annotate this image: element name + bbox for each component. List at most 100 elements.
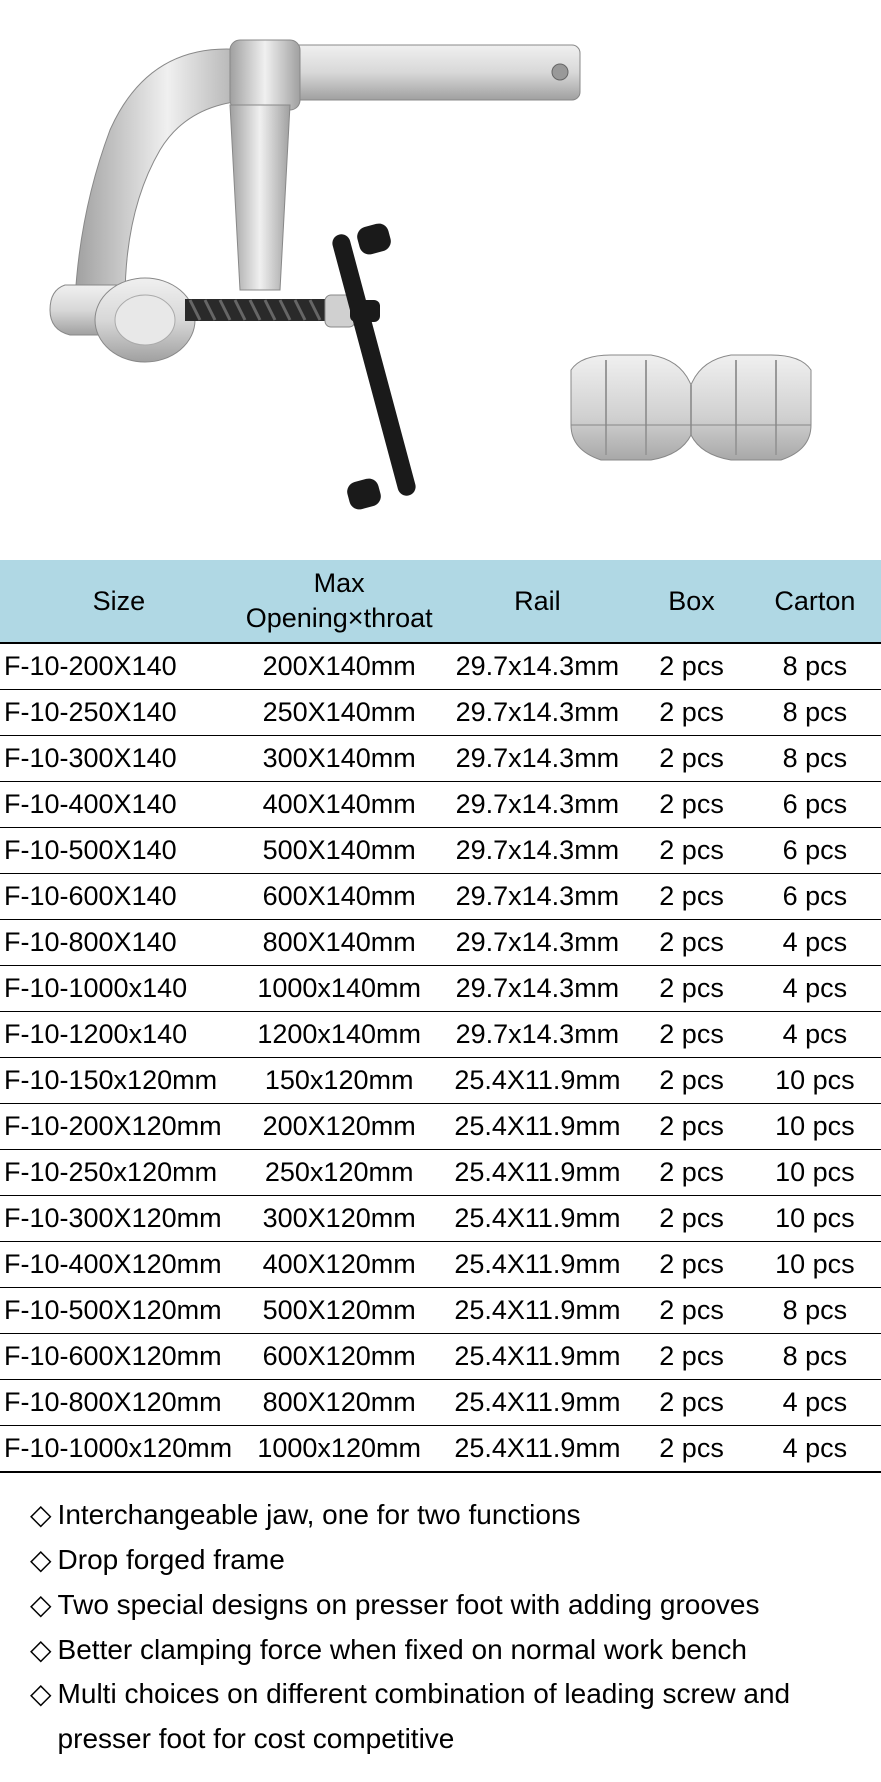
cell-box: 2 pcs bbox=[634, 1288, 749, 1334]
cell-rail: 29.7x14.3mm bbox=[440, 966, 634, 1012]
cell-carton: 6 pcs bbox=[749, 874, 881, 920]
table-row: F-10-1000x120mm1000x120mm25.4X11.9mm2 pc… bbox=[0, 1426, 881, 1473]
cell-carton: 8 pcs bbox=[749, 1334, 881, 1380]
cell-box: 2 pcs bbox=[634, 736, 749, 782]
table-row: F-10-600X120mm600X120mm25.4X11.9mm2 pcs8… bbox=[0, 1334, 881, 1380]
cell-max: 500X120mm bbox=[238, 1288, 441, 1334]
cell-rail: 25.4X11.9mm bbox=[440, 1288, 634, 1334]
feature-text: Two special designs on presser foot with… bbox=[58, 1583, 760, 1628]
cell-carton: 4 pcs bbox=[749, 1012, 881, 1058]
bullet-icon: ◇ bbox=[30, 1493, 52, 1538]
cell-size: F-10-200X120mm bbox=[0, 1104, 238, 1150]
cell-carton: 8 pcs bbox=[749, 736, 881, 782]
table-row: F-10-300X140300X140mm29.7x14.3mm2 pcs8 p… bbox=[0, 736, 881, 782]
table-row: F-10-200X140200X140mm29.7x14.3mm2 pcs8 p… bbox=[0, 643, 881, 690]
feature-text: Better clamping force when fixed on norm… bbox=[58, 1628, 747, 1673]
table-row: F-10-600X140600X140mm29.7x14.3mm2 pcs6 p… bbox=[0, 874, 881, 920]
cell-carton: 6 pcs bbox=[749, 828, 881, 874]
spec-table: Size Max Opening×throat Rail Box Carton … bbox=[0, 560, 881, 1473]
table-row: F-10-500X120mm500X120mm25.4X11.9mm2 pcs8… bbox=[0, 1288, 881, 1334]
cell-carton: 6 pcs bbox=[749, 782, 881, 828]
cell-carton: 10 pcs bbox=[749, 1242, 881, 1288]
cell-max: 300X120mm bbox=[238, 1196, 441, 1242]
cell-rail: 29.7x14.3mm bbox=[440, 1012, 634, 1058]
cell-size: F-10-1000x140 bbox=[0, 966, 238, 1012]
header-size: Size bbox=[0, 560, 238, 643]
table-row: F-10-400X140400X140mm29.7x14.3mm2 pcs6 p… bbox=[0, 782, 881, 828]
table-row: F-10-150x120mm150x120mm25.4X11.9mm2 pcs1… bbox=[0, 1058, 881, 1104]
cell-box: 2 pcs bbox=[634, 1242, 749, 1288]
cell-max: 1000x120mm bbox=[238, 1426, 441, 1473]
cell-rail: 29.7x14.3mm bbox=[440, 643, 634, 690]
feature-text: Multi choices on different combination o… bbox=[58, 1672, 861, 1762]
cell-size: F-10-300X120mm bbox=[0, 1196, 238, 1242]
cell-carton: 8 pcs bbox=[749, 1288, 881, 1334]
cell-box: 2 pcs bbox=[634, 782, 749, 828]
cell-max: 400X120mm bbox=[238, 1242, 441, 1288]
cell-box: 2 pcs bbox=[634, 690, 749, 736]
cell-size: F-10-300X140 bbox=[0, 736, 238, 782]
cell-rail: 25.4X11.9mm bbox=[440, 1334, 634, 1380]
cell-box: 2 pcs bbox=[634, 1380, 749, 1426]
feature-item: ◇Multi choices on different combination … bbox=[30, 1672, 861, 1762]
cell-max: 600X140mm bbox=[238, 874, 441, 920]
cell-carton: 10 pcs bbox=[749, 1104, 881, 1150]
header-box: Box bbox=[634, 560, 749, 643]
feature-item: ◇Better clamping force when fixed on nor… bbox=[30, 1628, 861, 1673]
cell-max: 150x120mm bbox=[238, 1058, 441, 1104]
cell-size: F-10-400X120mm bbox=[0, 1242, 238, 1288]
cell-rail: 29.7x14.3mm bbox=[440, 690, 634, 736]
cell-size: F-10-200X140 bbox=[0, 643, 238, 690]
cell-size: F-10-400X140 bbox=[0, 782, 238, 828]
cell-rail: 29.7x14.3mm bbox=[440, 920, 634, 966]
presser-foot-illustration bbox=[551, 330, 831, 500]
cell-size: F-10-600X120mm bbox=[0, 1334, 238, 1380]
feature-text: Interchangeable jaw, one for two functio… bbox=[58, 1493, 581, 1538]
cell-carton: 10 pcs bbox=[749, 1058, 881, 1104]
cell-max: 800X140mm bbox=[238, 920, 441, 966]
cell-rail: 25.4X11.9mm bbox=[440, 1380, 634, 1426]
cell-rail: 25.4X11.9mm bbox=[440, 1104, 634, 1150]
cell-rail: 29.7x14.3mm bbox=[440, 874, 634, 920]
cell-max: 200X140mm bbox=[238, 643, 441, 690]
cell-box: 2 pcs bbox=[634, 1426, 749, 1473]
cell-size: F-10-1200x140 bbox=[0, 1012, 238, 1058]
cell-rail: 29.7x14.3mm bbox=[440, 736, 634, 782]
cell-carton: 4 pcs bbox=[749, 920, 881, 966]
cell-max: 1200x140mm bbox=[238, 1012, 441, 1058]
cell-box: 2 pcs bbox=[634, 1150, 749, 1196]
table-row: F-10-250x120mm250x120mm25.4X11.9mm2 pcs1… bbox=[0, 1150, 881, 1196]
cell-box: 2 pcs bbox=[634, 1334, 749, 1380]
cell-box: 2 pcs bbox=[634, 920, 749, 966]
cell-box: 2 pcs bbox=[634, 828, 749, 874]
table-row: F-10-200X120mm200X120mm25.4X11.9mm2 pcs1… bbox=[0, 1104, 881, 1150]
cell-size: F-10-500X120mm bbox=[0, 1288, 238, 1334]
cell-box: 2 pcs bbox=[634, 1104, 749, 1150]
cell-rail: 25.4X11.9mm bbox=[440, 1058, 634, 1104]
cell-rail: 25.4X11.9mm bbox=[440, 1242, 634, 1288]
table-row: F-10-300X120mm300X120mm25.4X11.9mm2 pcs1… bbox=[0, 1196, 881, 1242]
feature-item: ◇Interchangeable jaw, one for two functi… bbox=[30, 1493, 861, 1538]
cell-max: 200X120mm bbox=[238, 1104, 441, 1150]
cell-carton: 10 pcs bbox=[749, 1196, 881, 1242]
cell-max: 400X140mm bbox=[238, 782, 441, 828]
cell-box: 2 pcs bbox=[634, 966, 749, 1012]
cell-carton: 8 pcs bbox=[749, 690, 881, 736]
cell-size: F-10-1000x120mm bbox=[0, 1426, 238, 1473]
product-image-area bbox=[0, 0, 881, 560]
table-row: F-10-400X120mm400X120mm25.4X11.9mm2 pcs1… bbox=[0, 1242, 881, 1288]
table-row: F-10-1000x1401000x140mm29.7x14.3mm2 pcs4… bbox=[0, 966, 881, 1012]
cell-size: F-10-250X140 bbox=[0, 690, 238, 736]
table-row: F-10-800X140800X140mm29.7x14.3mm2 pcs4 p… bbox=[0, 920, 881, 966]
feature-item: ◇Drop forged frame bbox=[30, 1538, 861, 1583]
bullet-icon: ◇ bbox=[30, 1538, 52, 1583]
cell-carton: 4 pcs bbox=[749, 1380, 881, 1426]
cell-max: 250x120mm bbox=[238, 1150, 441, 1196]
features-list: ◇Interchangeable jaw, one for two functi… bbox=[0, 1473, 881, 1782]
feature-item: ◇Two special designs on presser foot wit… bbox=[30, 1583, 861, 1628]
cell-max: 250X140mm bbox=[238, 690, 441, 736]
cell-max: 500X140mm bbox=[238, 828, 441, 874]
cell-carton: 10 pcs bbox=[749, 1150, 881, 1196]
header-rail: Rail bbox=[440, 560, 634, 643]
cell-carton: 4 pcs bbox=[749, 966, 881, 1012]
